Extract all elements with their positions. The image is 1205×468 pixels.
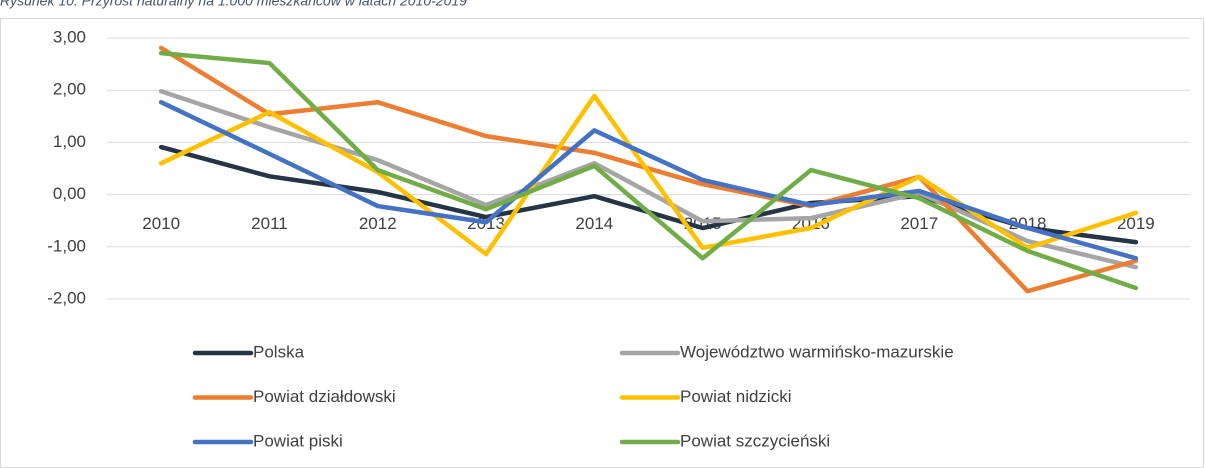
y-tick-label: -1,00 [47,236,86,255]
x-tick-label: 2010 [142,214,180,233]
legend-label: Województwo warmińsko-mazurskie [680,342,954,361]
chart-title: Rysunek 10. Przyrost naturalny na 1.000 … [0,0,467,9]
y-tick-label: 1,00 [53,132,86,151]
legend-label: Polska [253,342,305,361]
chart-frame [0,18,1204,468]
legend-label: Powiat nidzicki [680,387,792,406]
legend-label: Powiat piski [253,431,343,450]
x-tick-label: 2011 [251,214,288,233]
x-tick-label: 2019 [1117,214,1155,233]
y-tick-label: -2,00 [47,288,86,307]
y-tick-label: 3,00 [53,27,86,46]
y-tick-label: 2,00 [53,80,86,99]
series-line [158,99,1139,261]
series-line [158,93,1139,257]
x-tick-label: 2014 [575,214,613,233]
legend-label: Powiat działdowski [253,387,396,406]
series-line [158,50,1139,291]
legend-label: Powiat szczycieński [680,431,830,450]
x-tick-label: 2017 [900,214,938,233]
y-tick-label: 0,00 [53,184,86,203]
x-tick-label: 2012 [359,214,397,233]
